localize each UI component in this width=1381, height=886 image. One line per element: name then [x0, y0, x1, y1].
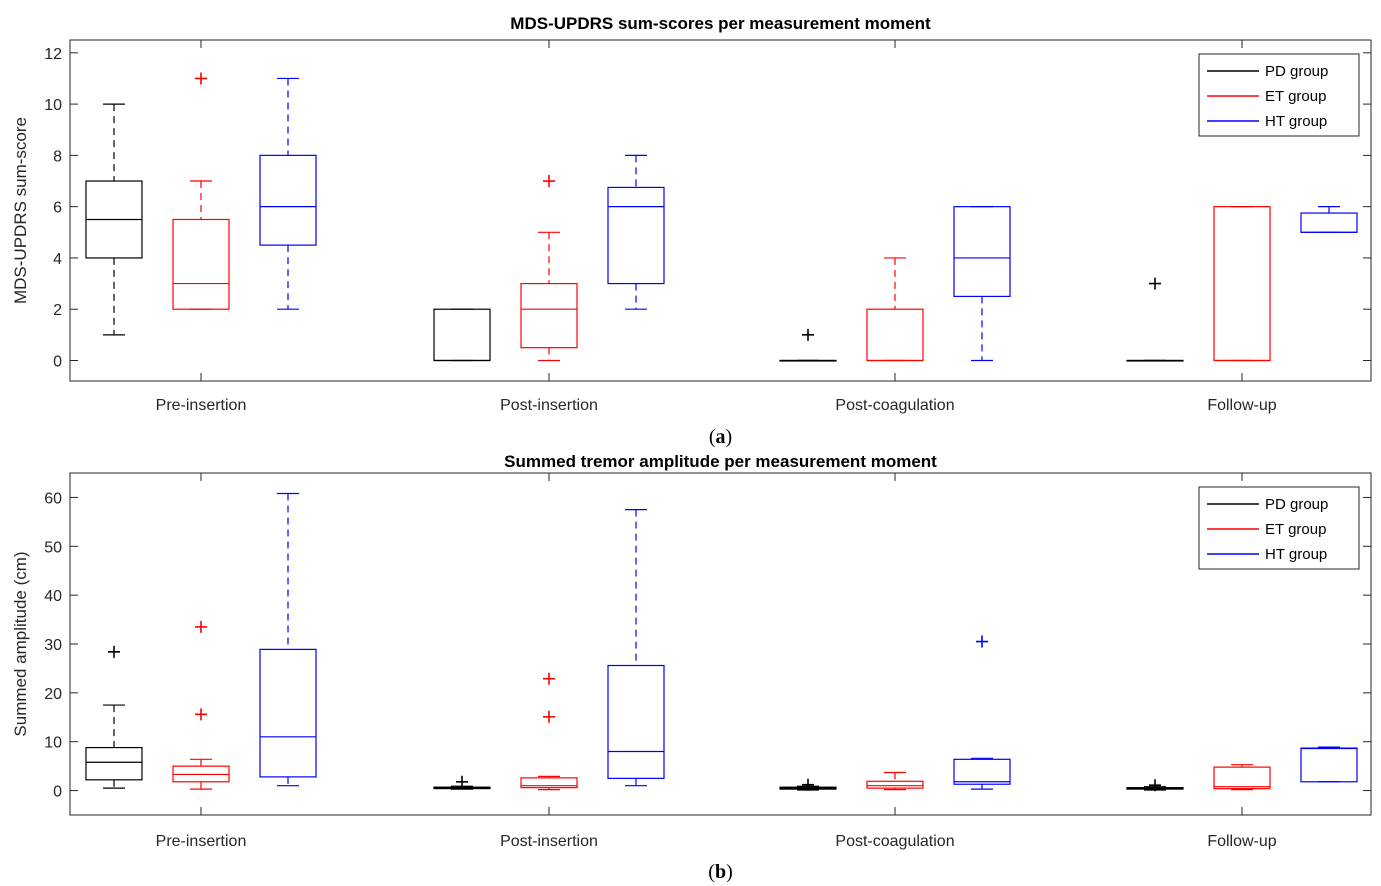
- outlier-1-0-3-0: [1149, 779, 1161, 792]
- y-axis-label-1: Summed amplitude (cm): [11, 551, 30, 736]
- x-tick-label-0-0: Pre-insertion: [156, 397, 247, 414]
- box-0-2-0: [259, 154, 317, 246]
- outlier-1-1-0-1: [195, 620, 207, 633]
- outlier-1-0-2-0: [802, 778, 814, 791]
- box-1-1-3: [1213, 766, 1271, 790]
- y-tick-label-1-3: 30: [44, 637, 62, 654]
- caption-paren-close-1: ): [726, 861, 733, 883]
- outlier-1-1-1-0: [543, 710, 555, 723]
- outlier-0-0-2-0: [802, 328, 814, 341]
- caption-letter-1: b: [715, 861, 726, 883]
- y-tick-label-0-5: 10: [44, 97, 62, 114]
- x-tick-label-0-1: Post-insertion: [500, 397, 598, 414]
- legend-label-0-0: PD group: [1265, 63, 1328, 80]
- legend-box-1: [1198, 486, 1360, 570]
- y-tick-label-0-0: 0: [53, 353, 62, 370]
- y-tick-label-1-1: 10: [44, 735, 62, 752]
- outlier-0-1-0-0: [195, 72, 207, 85]
- legend-label-0-1: ET group: [1265, 88, 1326, 105]
- box-0-1-1: [520, 282, 578, 349]
- y-tick-label-0-6: 12: [44, 46, 62, 63]
- y-tick-label-1-4: 40: [44, 588, 62, 605]
- legend-label-1-2: HT group: [1265, 546, 1327, 563]
- outlier-1-2-2-0: [976, 635, 988, 648]
- outlier-1-1-1-1: [543, 672, 555, 685]
- y-tick-label-0-1: 2: [53, 302, 62, 319]
- box-1-2-1: [607, 664, 665, 779]
- box-0-2-2: [953, 206, 1011, 297]
- legend-label-0-2: HT group: [1265, 113, 1327, 130]
- box-1-2-2: [953, 758, 1011, 785]
- box-1-2-0: [259, 648, 317, 778]
- y-tick-label-1-6: 60: [44, 490, 62, 507]
- chart-title-1: Summed tremor amplitude per measurement …: [504, 452, 937, 471]
- legend-label-1-0: PD group: [1265, 496, 1328, 513]
- x-tick-label-1-3: Follow-up: [1207, 833, 1276, 850]
- y-tick-label-1-2: 20: [44, 686, 62, 703]
- y-tick-label-1-5: 50: [44, 539, 62, 556]
- caption-paren-open-1: (: [708, 861, 715, 883]
- y-tick-label-0-4: 8: [53, 148, 62, 165]
- outlier-0-1-1-0: [543, 175, 555, 188]
- x-tick-label-0-3: Follow-up: [1207, 397, 1276, 414]
- outlier-1-1-0-0: [195, 708, 207, 721]
- y-tick-label-1-0: 0: [53, 784, 62, 801]
- x-tick-label-1-0: Pre-insertion: [156, 833, 247, 850]
- outlier-1-0-0-0: [108, 645, 120, 658]
- box-1-1-2: [866, 780, 924, 789]
- x-tick-label-0-2: Post-coagulation: [835, 397, 954, 414]
- y-tick-label-0-2: 4: [53, 251, 62, 268]
- box-0-2-1: [607, 186, 665, 285]
- legend-box-0: [1198, 53, 1360, 137]
- plot-area-1: [69, 472, 1372, 816]
- outlier-0-0-3-0: [1149, 277, 1161, 290]
- x-tick-label-1-2: Post-coagulation: [835, 833, 954, 850]
- panel-caption-1: (b): [708, 861, 732, 883]
- caption-paren-open-0: (: [709, 426, 716, 448]
- plot-area-0: [69, 39, 1372, 382]
- y-axis-label-0: MDS-UPDRS sum-score: [11, 117, 30, 304]
- outlier-1-0-1-0: [456, 775, 468, 788]
- panel-caption-0: (a): [709, 426, 732, 448]
- y-tick-label-0-3: 6: [53, 200, 62, 217]
- caption-paren-close-0: ): [726, 426, 733, 448]
- x-tick-label-1-1: Post-insertion: [500, 833, 598, 850]
- legend-label-1-1: ET group: [1265, 521, 1326, 538]
- box-0-1-0: [172, 218, 230, 310]
- box-1-1-1: [520, 777, 578, 789]
- box-1-0-0: [85, 746, 143, 781]
- chart-title-0: MDS-UPDRS sum-scores per measurement mom…: [510, 14, 931, 33]
- caption-letter-0: a: [716, 426, 726, 448]
